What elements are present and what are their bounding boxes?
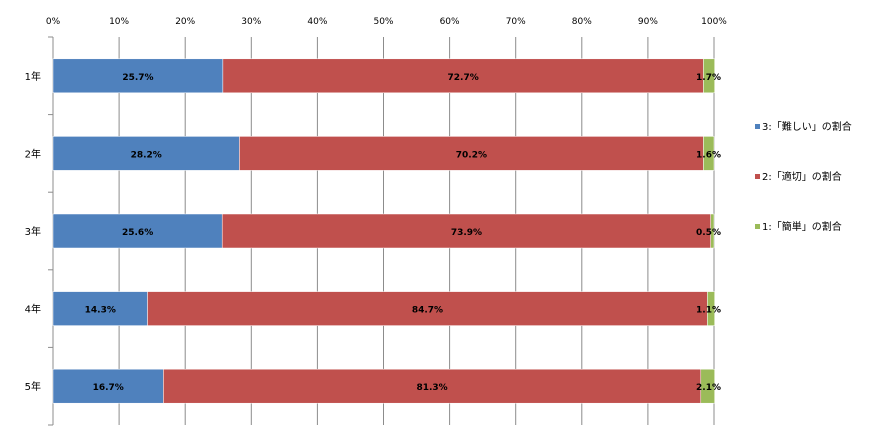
- data-label: 25.6%: [122, 228, 153, 238]
- data-label: 1.6%: [696, 150, 721, 160]
- category-label: 1年: [25, 70, 41, 83]
- x-tick-label: 50%: [373, 17, 393, 27]
- bar-segment: [52, 213, 223, 249]
- bar-segment: [52, 291, 148, 326]
- bar-segment: [707, 291, 715, 326]
- bar-segment: [163, 368, 702, 404]
- legend: 3:「難しい」の割合 2:「適切」の割合 1:「簡単」の割合: [755, 120, 852, 233]
- x-tick-label: 60%: [440, 17, 460, 27]
- bar-segment: [52, 58, 224, 94]
- legend-label: 1:「簡単」の割合: [762, 220, 842, 233]
- data-labels: 25.7% 72.7% 1.7% 28.2% 70.2% 1.6% 25.6% 73.9% 0.…: [85, 73, 721, 393]
- x-tick-label: 10%: [109, 17, 129, 27]
- category-label: 3年: [25, 225, 41, 238]
- data-label: 73.9%: [451, 228, 482, 238]
- x-tick-label: 70%: [506, 17, 526, 27]
- bar-segment: [239, 136, 704, 171]
- data-label: 81.3%: [416, 383, 447, 393]
- bar-segment: [703, 58, 715, 94]
- bar-segment: [52, 368, 164, 404]
- bar-segment: [221, 213, 711, 249]
- data-label: 1.7%: [696, 73, 721, 83]
- bar-segment: [147, 291, 708, 326]
- data-label: 14.3%: [85, 306, 116, 316]
- data-label: 72.7%: [448, 73, 479, 83]
- x-tick-label: 20%: [175, 17, 195, 27]
- legend-label: 3:「難しい」の割合: [762, 120, 852, 133]
- data-label: 28.2%: [131, 150, 162, 160]
- data-label: 2.1%: [696, 383, 721, 393]
- x-tick-label: 80%: [572, 17, 592, 27]
- x-tick-label: 30%: [241, 17, 261, 27]
- category-label: 5年: [25, 380, 41, 393]
- legend-swatch: [755, 224, 760, 229]
- data-label: 1.1%: [696, 306, 721, 316]
- x-tick-label: 0%: [46, 17, 61, 27]
- data-label: 84.7%: [412, 306, 443, 316]
- x-tick-label: 40%: [307, 17, 327, 27]
- x-tick-label: 90%: [638, 17, 658, 27]
- data-label: 0.5%: [696, 228, 721, 238]
- bar-segment: [52, 136, 240, 171]
- data-label: 70.2%: [456, 150, 487, 160]
- bar-segment: [703, 136, 715, 171]
- bar-segment: [700, 368, 715, 404]
- axes: 0% 10% 20% 30% 40% 50% 60% 70% 80% 90% 100% 1年 2年 3年 4…: [25, 17, 727, 426]
- bar-segment: [222, 58, 704, 94]
- legend-swatch: [755, 124, 760, 129]
- legend-swatch: [755, 174, 760, 179]
- data-label: 16.7%: [93, 383, 124, 393]
- category-label: 4年: [25, 303, 41, 316]
- x-tick-label: 100%: [701, 17, 727, 27]
- data-label: 25.7%: [122, 73, 153, 83]
- legend-label: 2:「適切」の割合: [762, 170, 842, 183]
- bars: [52, 58, 715, 404]
- bar-segment: [710, 213, 715, 249]
- category-label: 2年: [25, 147, 41, 160]
